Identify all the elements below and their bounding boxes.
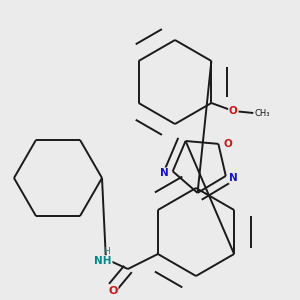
Text: N: N — [230, 173, 238, 183]
Text: H: H — [103, 248, 110, 256]
Text: O: O — [224, 139, 233, 149]
Text: O: O — [229, 106, 238, 116]
Text: CH₃: CH₃ — [254, 109, 270, 118]
Text: O: O — [108, 286, 118, 296]
Text: NH: NH — [94, 256, 112, 266]
Text: N: N — [160, 168, 169, 178]
